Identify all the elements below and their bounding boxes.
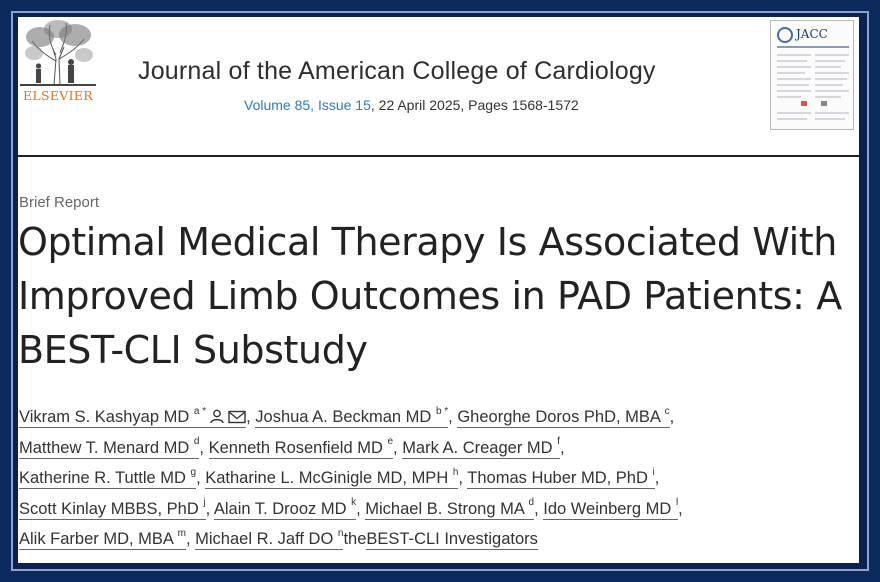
- title-line: Improved Limb Outcomes in PAD Patients: …: [18, 274, 842, 318]
- author-name: Scott Kinlay MBBS, PhD: [19, 499, 199, 518]
- author-name: Alain T. Drooz MD: [213, 499, 347, 518]
- affiliation-marker: j: [203, 497, 206, 508]
- author-link[interactable]: Gheorghe Doros PhD, MBA c: [457, 405, 670, 428]
- author-name: Michael R. Jaff DO: [195, 530, 334, 548]
- affiliation-marker: n: [337, 527, 344, 539]
- issue-info: Volume 85, Issue 15, 22 April 2025, Page…: [244, 97, 579, 113]
- article-page: ELSEVIER Journal of the American College…: [18, 17, 859, 563]
- author-name: Alik Farber MD, MBA: [19, 530, 174, 548]
- affiliation-marker: g: [190, 466, 197, 478]
- author-link[interactable]: Kenneth Rosenfield MD e: [208, 436, 394, 459]
- journal-header: ELSEVIER Journal of the American College…: [18, 17, 859, 157]
- title-line: BEST-CLI Substudy: [18, 328, 368, 372]
- author-link[interactable]: Vikram S. Kashyap MD a *: [19, 405, 247, 428]
- author-link[interactable]: Mark A. Creager MD f: [402, 436, 560, 459]
- author-list: Vikram S. Kashyap MD a *, Joshua A. Beck…: [19, 405, 683, 550]
- journal-cover-thumbnail[interactable]: JACC: [770, 20, 854, 130]
- affiliation-marker: c: [664, 405, 670, 417]
- date-pages: , 22 April 2025, Pages 1568-1572: [370, 97, 579, 113]
- author-link[interactable]: Katharine L. McGinigle MD, MPH h: [205, 466, 459, 489]
- author-link[interactable]: Michael R. Jaff DO n: [195, 527, 344, 550]
- author-name: Mark A. Creager MD: [402, 438, 553, 457]
- affiliation-marker: f: [557, 436, 560, 447]
- group-prefix: the: [343, 530, 367, 548]
- affiliation-marker: h: [452, 466, 459, 478]
- affiliation-marker: d: [193, 436, 200, 447]
- author-link[interactable]: Thomas Huber MD, PhD i: [467, 466, 655, 489]
- elsevier-wordmark: ELSEVIER: [22, 88, 93, 103]
- affiliation-marker: b *: [435, 405, 449, 417]
- author-link[interactable]: Alik Farber MD, MBA m: [19, 527, 186, 550]
- affiliation-marker: d: [528, 497, 535, 508]
- author-name: Gheorghe Doros PhD, MBA: [457, 408, 661, 426]
- author-name: Michael B. Strong MA: [365, 499, 524, 518]
- author-name: Kenneth Rosenfield MD: [208, 438, 383, 457]
- affiliation-marker: i: [652, 466, 655, 478]
- affiliation-marker: m: [177, 527, 186, 539]
- affiliation-marker: e: [387, 436, 394, 447]
- author-link[interactable]: Michael B. Strong MA d: [365, 497, 535, 520]
- author-link[interactable]: Ido Weinberg MD l: [543, 497, 679, 520]
- title-line: Optimal Medical Therapy Is Associated Wi…: [18, 220, 837, 264]
- author-link[interactable]: Scott Kinlay MBBS, PhD j: [19, 497, 206, 520]
- cover-journal-label: JACC: [796, 27, 828, 41]
- cover-image-icon: [771, 21, 853, 129]
- person-icon: [210, 409, 224, 424]
- affiliation-marker: k: [351, 497, 357, 508]
- author-link[interactable]: Katherine R. Tuttle MD g: [19, 466, 197, 489]
- journal-title[interactable]: Journal of the American College of Cardi…: [138, 57, 656, 85]
- author-group-link[interactable]: BEST-CLI Investigators: [366, 530, 538, 550]
- author-name: Katherine R. Tuttle MD: [19, 469, 186, 487]
- author-name: Matthew T. Menard MD: [19, 438, 190, 457]
- author-link[interactable]: Joshua A. Beckman MD b *: [255, 405, 449, 428]
- author-link[interactable]: Matthew T. Menard MD d: [19, 436, 200, 459]
- elsevier-logo[interactable]: ELSEVIER: [20, 19, 96, 105]
- elsevier-tree-icon: [20, 19, 96, 87]
- affiliation-marker: a *: [193, 405, 207, 417]
- author-name: Katharine L. McGinigle MD, MPH: [205, 469, 449, 487]
- author-link[interactable]: Alain T. Drooz MD k: [213, 497, 357, 520]
- article-title: Optimal Medical Therapy Is Associated Wi…: [18, 215, 853, 377]
- author-name: Ido Weinberg MD: [543, 499, 672, 518]
- author-name: Vikram S. Kashyap MD: [19, 408, 190, 426]
- volume-issue-link[interactable]: Volume 85, Issue 15: [244, 97, 371, 113]
- author-name: Joshua A. Beckman MD: [255, 408, 432, 426]
- author-name: Thomas Huber MD, PhD: [467, 469, 648, 487]
- envelope-icon: [228, 410, 246, 424]
- article-type: Brief Report: [19, 194, 100, 211]
- affiliation-marker: l: [675, 497, 679, 508]
